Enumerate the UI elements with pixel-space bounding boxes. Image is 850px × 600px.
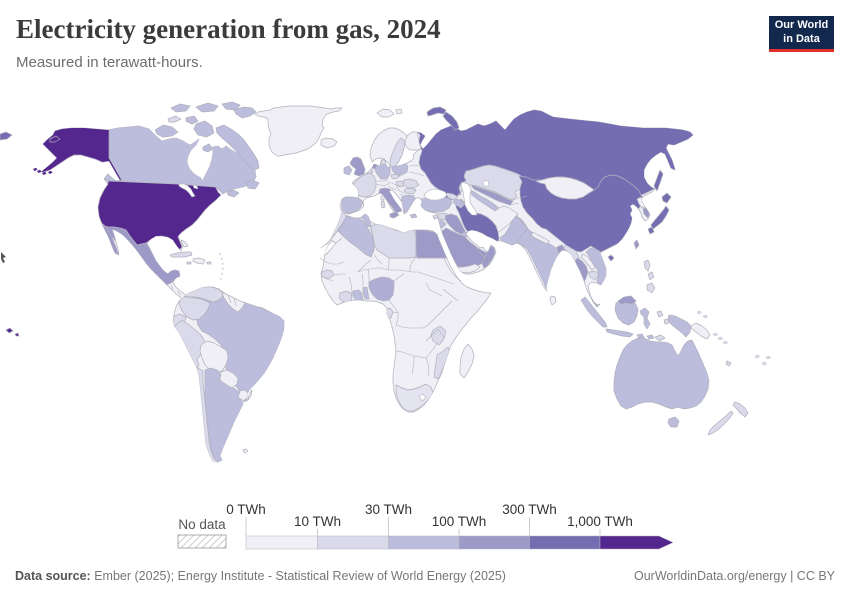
svg-text:300 TWh: 300 TWh xyxy=(502,502,557,517)
svg-text:No data: No data xyxy=(178,517,226,532)
svg-text:0 TWh: 0 TWh xyxy=(226,502,266,517)
svg-text:30 TWh: 30 TWh xyxy=(365,502,412,517)
svg-text:1,000 TWh: 1,000 TWh xyxy=(567,514,633,529)
svg-text:100 TWh: 100 TWh xyxy=(432,514,487,529)
svg-text:10 TWh: 10 TWh xyxy=(294,514,341,529)
